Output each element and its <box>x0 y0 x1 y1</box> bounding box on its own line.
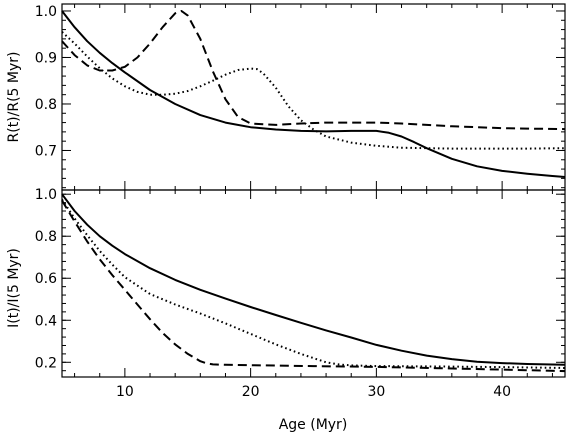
bottom-series-dotted <box>61 198 566 369</box>
bottom-ytick-label: 0.4 <box>35 313 57 329</box>
bottom-ytick-label: 0.6 <box>35 271 57 287</box>
bottom-series-solid <box>61 193 566 366</box>
top-ytick-label: 0.8 <box>35 97 57 113</box>
bottom-xtick-label: 40 <box>493 384 511 400</box>
bottom-series-dashed <box>61 199 566 373</box>
bottom-xtick-label: 10 <box>116 384 134 400</box>
top-series-dashed <box>61 10 566 131</box>
bottom-ytick-label: 0.2 <box>35 355 57 371</box>
top-series-solid <box>61 10 566 178</box>
top-ytick-label: 0.7 <box>35 143 57 159</box>
panel-frame-bottom <box>61 189 566 378</box>
bottom-xlabel: Age (Myr) <box>279 417 348 433</box>
top-panel: 0.7 0.8 0.9 1.0 <box>35 4 566 190</box>
top-ytick-label: 0.9 <box>35 50 57 66</box>
top-ytick-label: 1.0 <box>35 4 57 20</box>
bottom-panel: 0.2 0.4 0.6 0.8 1.0 10 20 30 40 <box>35 187 566 400</box>
bottom-ytick-label: 1.0 <box>35 187 57 203</box>
bottom-ylabel: I(t)/I(5 Myr) <box>6 248 22 328</box>
bottom-xtick-label: 20 <box>242 384 260 400</box>
top-ylabel: R(t)/R(5 Myr) <box>6 52 22 143</box>
panel-frame-top <box>61 3 566 191</box>
bottom-ytick-label: 0.8 <box>35 229 57 245</box>
bottom-xtick-label: 30 <box>367 384 385 400</box>
